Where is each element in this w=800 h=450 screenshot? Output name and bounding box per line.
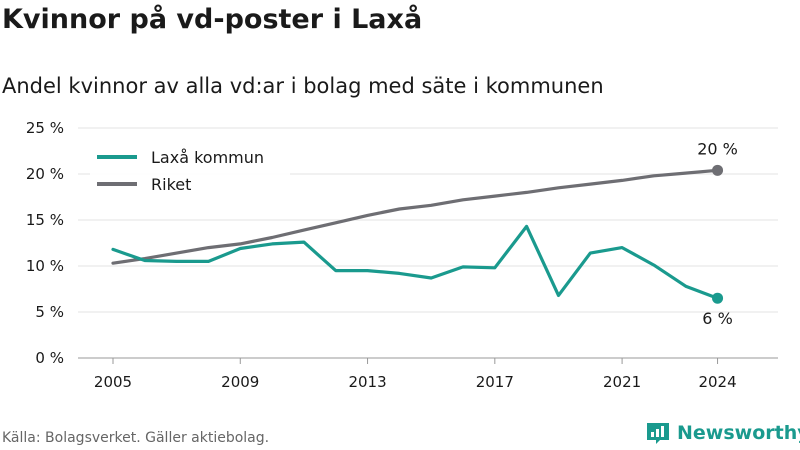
end-point-laxa [712, 292, 724, 304]
chart-title: Kvinnor på vd-poster i Laxå [2, 4, 423, 35]
x-tick-label: 2013 [348, 373, 386, 391]
x-tick-label: 2005 [94, 373, 132, 391]
end-label-riket: 20 % [697, 139, 738, 158]
legend-background [90, 142, 290, 200]
newsworthy-logo-icon [647, 423, 669, 444]
x-tick-label: 2024 [698, 373, 736, 391]
end-label-laxa: 6 % [702, 309, 732, 328]
x-tick-label: 2009 [221, 373, 259, 391]
y-tick-label: 20 % [26, 165, 64, 183]
y-tick-label: 5 % [35, 303, 64, 321]
brand-name: Newsworthy [677, 422, 800, 444]
brand-logo: Newsworthy [645, 420, 800, 446]
y-tick-label: 0 % [35, 349, 64, 367]
source-note: Källa: Bolagsverket. Gäller aktiebolag. [2, 430, 270, 446]
legend-label: Riket [151, 175, 191, 194]
end-point-riket [712, 164, 724, 176]
y-tick-label: 15 % [26, 211, 64, 229]
x-tick-label: 2021 [603, 373, 641, 391]
series-line-riket [111, 168, 720, 265]
chart-subtitle: Andel kvinnor av alla vd:ar i bolag med … [2, 74, 604, 98]
x-tick-label: 2017 [476, 373, 514, 391]
series-line-laxa [111, 224, 720, 300]
y-tick-label: 25 % [26, 119, 64, 137]
y-tick-label: 10 % [26, 257, 64, 275]
legend-label: Laxå kommun [151, 148, 264, 167]
